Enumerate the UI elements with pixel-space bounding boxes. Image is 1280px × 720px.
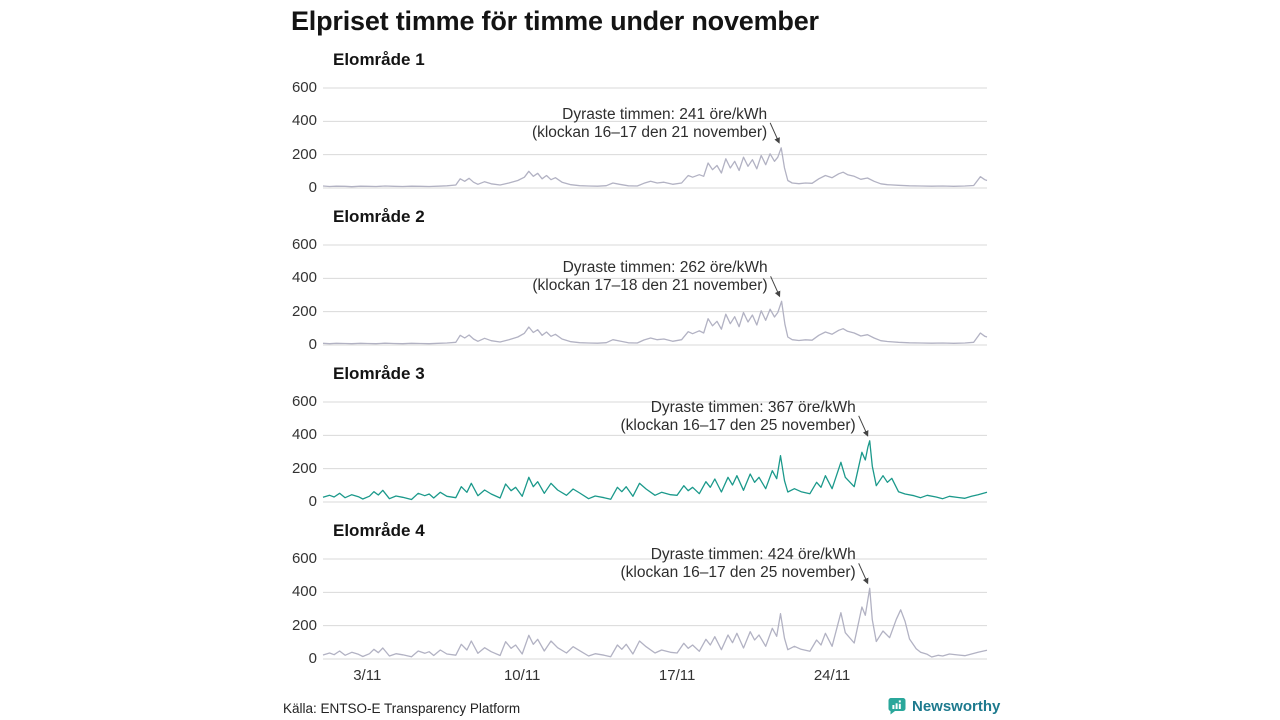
newsworthy-logo-text: Newsworthy xyxy=(912,697,1001,715)
price-line-series xyxy=(322,147,988,188)
annotation-arrow-icon xyxy=(769,122,780,144)
price-line-series xyxy=(322,440,988,501)
y-axis-tick-label: 600 xyxy=(291,236,317,253)
plot-area xyxy=(322,558,988,660)
x-axis-tick-label: 17/11 xyxy=(658,667,696,684)
y-axis-tick-label: 0 xyxy=(308,179,317,196)
annotation-line-2: (klockan 17–18 den 21 november) xyxy=(532,277,768,295)
y-axis-tick-label: 0 xyxy=(308,336,317,353)
newsworthy-bar-chart-icon xyxy=(888,697,906,715)
plot-area xyxy=(322,401,988,503)
panel-title: Elområde 4 xyxy=(333,521,425,540)
panel-title: Elområde 1 xyxy=(333,50,425,69)
annotation-line-1: Dyraste timmen: 424 öre/kWh xyxy=(650,546,856,564)
y-axis-tick-label: 600 xyxy=(291,79,317,96)
y-axis-tick-label: 400 xyxy=(291,426,317,444)
annotation-line-1: Dyraste timmen: 262 öre/kWh xyxy=(562,259,768,277)
y-axis-tick-label: 0 xyxy=(308,493,317,510)
annotation-line-1: Dyraste timmen: 367 öre/kWh xyxy=(650,398,856,416)
y-axis-tick-label: 200 xyxy=(291,145,317,163)
y-axis-tick-label: 600 xyxy=(291,393,317,410)
y-axis-tick-label: 200 xyxy=(291,616,317,634)
panel-elomrade-2: Elområde 2 0 200 400 600 Dyraste timmen: 262 … xyxy=(0,207,1000,364)
max-price-annotation: Dyraste timmen: 367 öre/kWh (klockan 16–1… xyxy=(620,399,855,435)
annotation-arrow-icon xyxy=(858,563,869,585)
panel-elomrade-4: Elområde 4 0 200 400 600 Dyraste timmen: 424 … xyxy=(0,521,1000,684)
y-axis-tick-label: 0 xyxy=(308,650,317,667)
newsworthy-logo: Newsworthy xyxy=(888,697,1000,715)
price-line-series xyxy=(322,300,988,345)
plot-area xyxy=(322,244,988,346)
annotation-line-2: (klockan 16–17 den 25 november) xyxy=(620,564,856,582)
annotation-line-2: (klockan 16–17 den 21 november) xyxy=(531,123,768,141)
y-axis-tick-label: 400 xyxy=(291,269,317,287)
y-axis-tick-label: 200 xyxy=(291,459,317,477)
max-price-annotation: Dyraste timmen: 241 öre/kWh (klockan 16–1… xyxy=(532,106,767,142)
annotation-line-2: (klockan 16–17 den 25 november) xyxy=(620,416,856,434)
annotation-arrow-icon xyxy=(770,276,781,298)
price-line-series xyxy=(322,587,988,658)
plot-area xyxy=(322,87,988,189)
x-axis-tick-label: 3/11 xyxy=(353,667,382,684)
panel-title: Elområde 2 xyxy=(333,207,425,226)
annotation-arrow-icon xyxy=(858,415,869,437)
source-credit: Källa: ENTSO-E Transparency Platform xyxy=(283,701,521,716)
x-axis-tick-label: 24/11 xyxy=(813,667,851,684)
y-axis-tick-label: 600 xyxy=(291,550,317,567)
panel-elomrade-3: Elområde 3 0 200 400 600 Dyraste timmen: 367 … xyxy=(0,364,1000,521)
max-price-annotation: Dyraste timmen: 424 öre/kWh (klockan 16–1… xyxy=(620,546,855,582)
y-axis-tick-label: 400 xyxy=(291,583,317,601)
panel-title: Elområde 3 xyxy=(333,364,425,383)
chart-title: Elpriset timme för timme under november xyxy=(291,6,819,36)
annotation-line-1: Dyraste timmen: 241 öre/kWh xyxy=(562,105,768,123)
max-price-annotation: Dyraste timmen: 262 öre/kWh (klockan 17–1… xyxy=(532,259,767,295)
x-axis-tick-label: 10/11 xyxy=(503,667,541,684)
y-axis-tick-label: 400 xyxy=(291,112,317,130)
panel-elomrade-1: Elområde 1 0 200 400 600 Dyraste timmen: 241 … xyxy=(0,50,1000,207)
y-axis-tick-label: 200 xyxy=(291,302,317,320)
